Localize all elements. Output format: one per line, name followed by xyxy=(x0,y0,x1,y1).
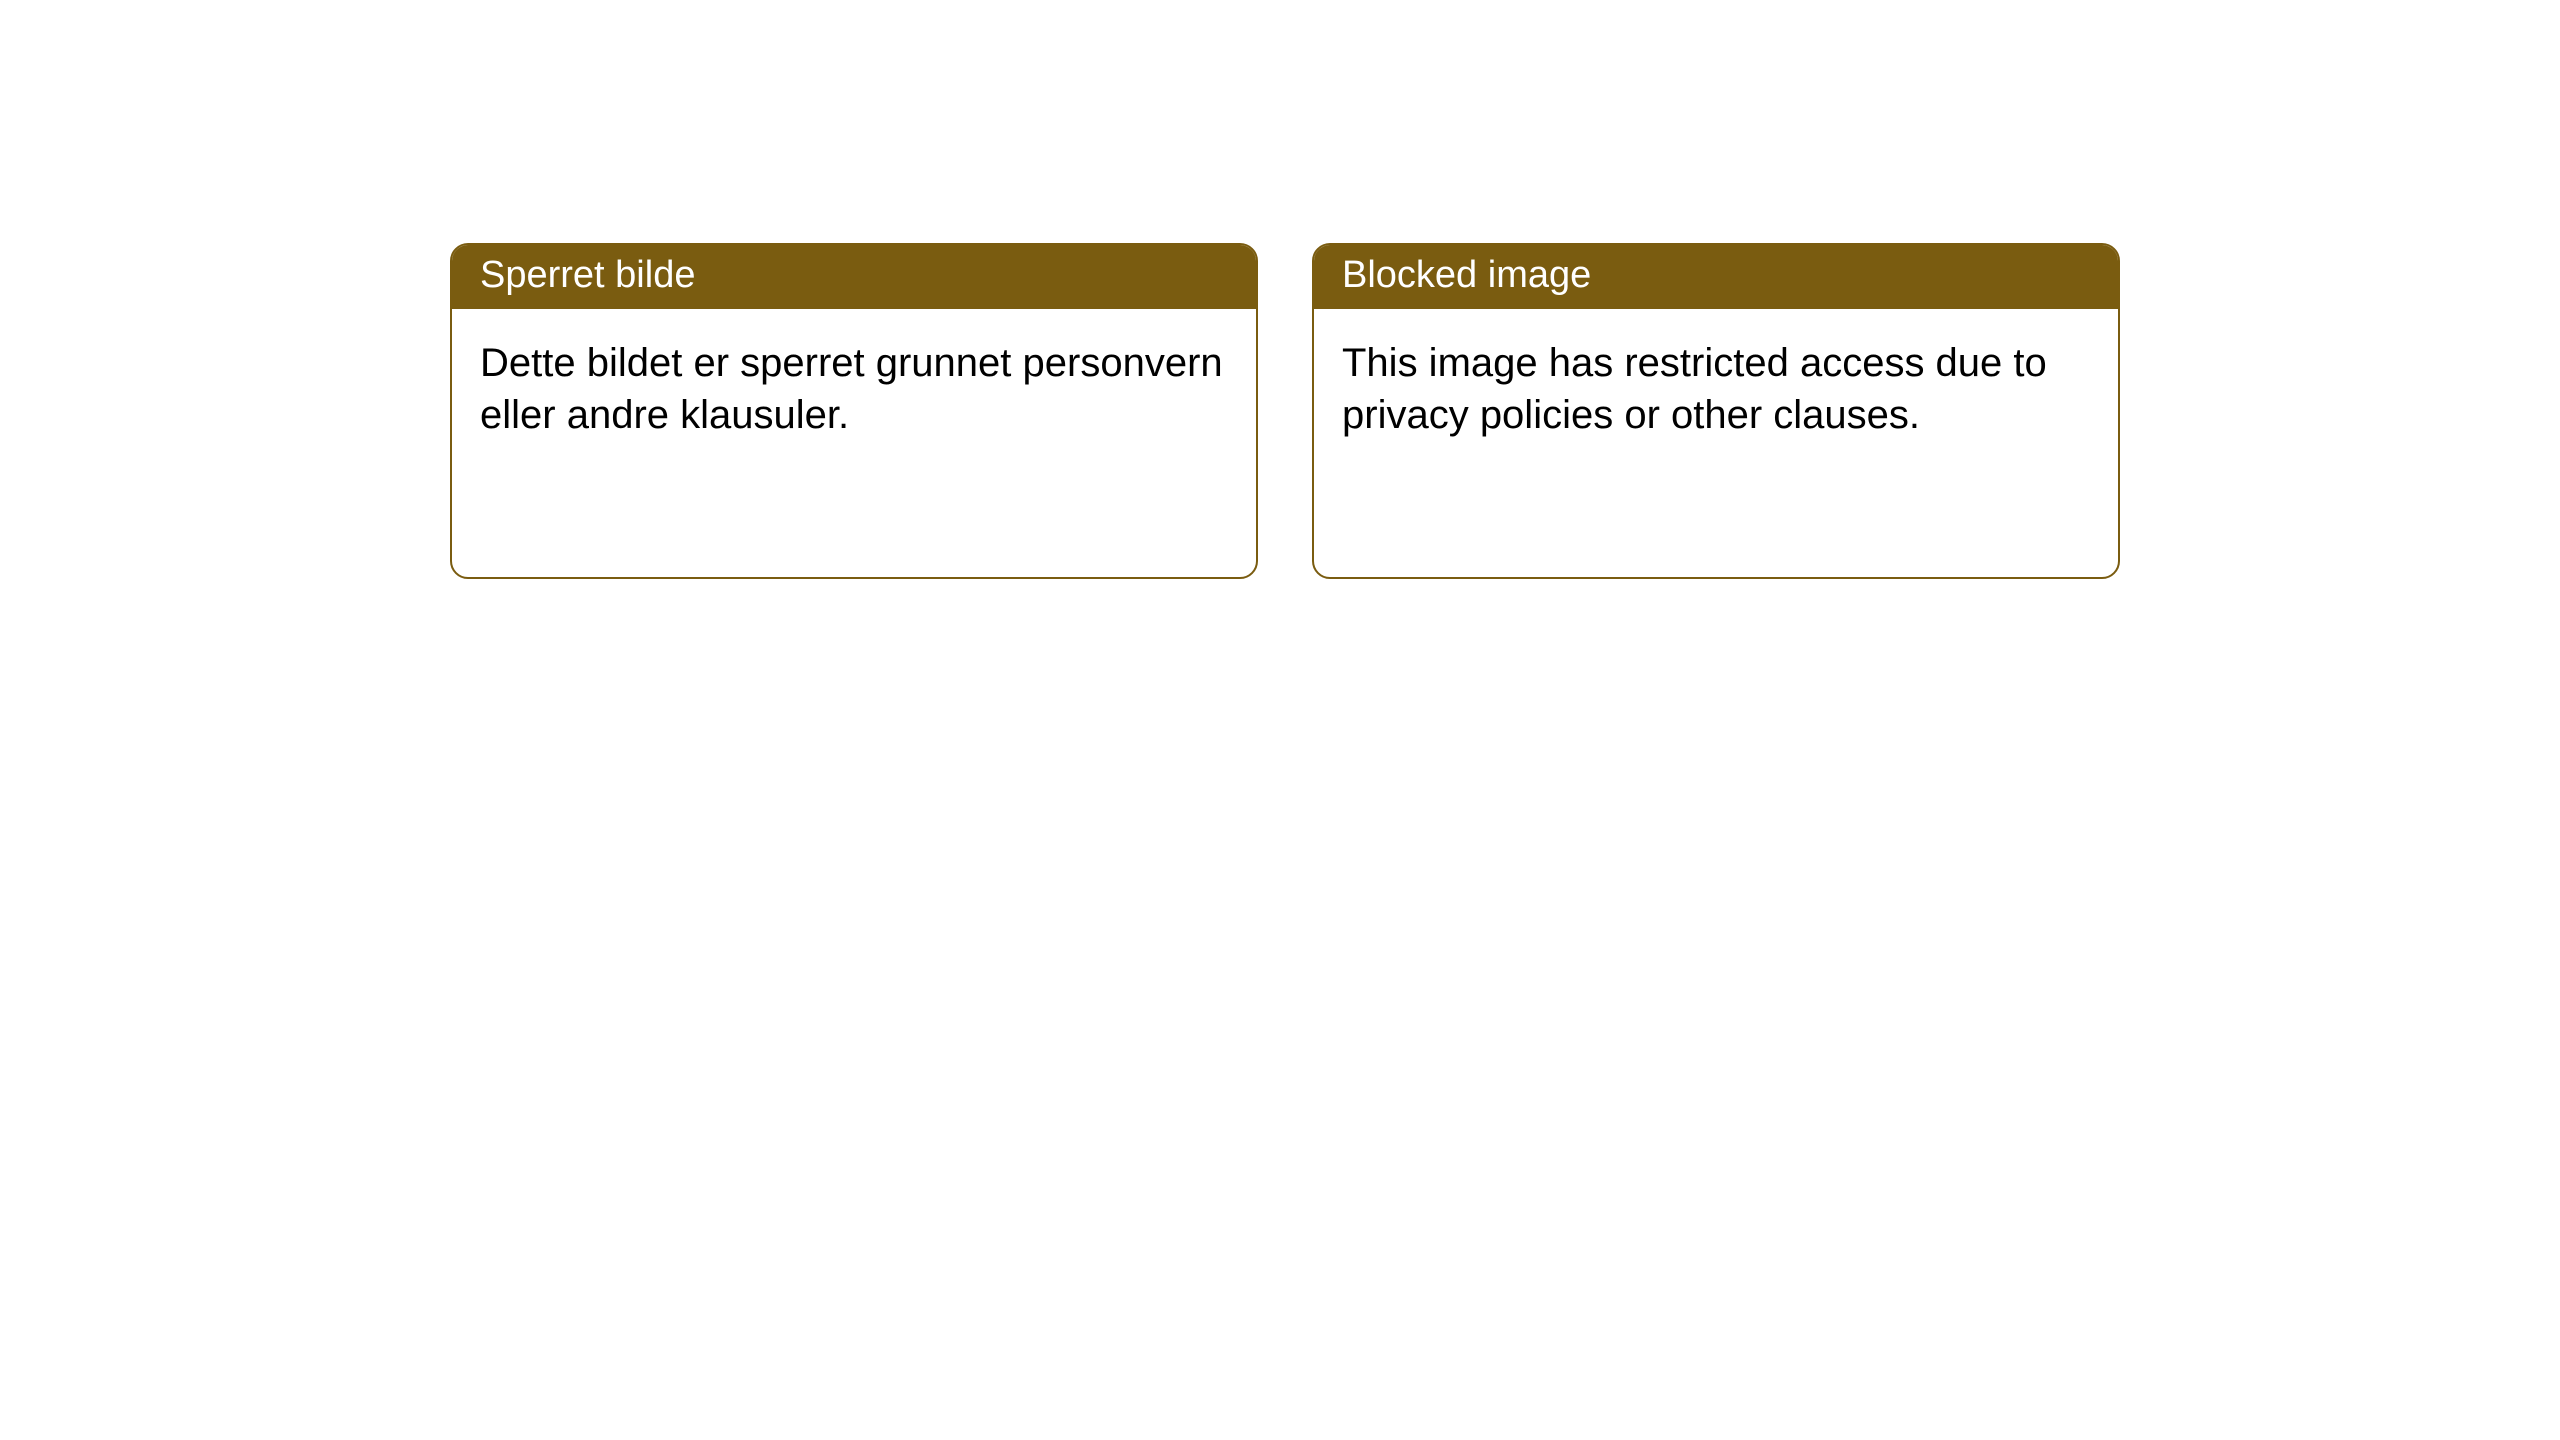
card-title: Sperret bilde xyxy=(480,254,695,296)
notice-card-norwegian: Sperret bilde Dette bildet er sperret gr… xyxy=(450,243,1258,579)
notice-container: Sperret bilde Dette bildet er sperret gr… xyxy=(0,0,2560,579)
card-body-text: This image has restricted access due to … xyxy=(1342,341,2047,437)
card-body: Dette bildet er sperret grunnet personve… xyxy=(452,309,1256,441)
card-body: This image has restricted access due to … xyxy=(1314,309,2118,441)
notice-card-english: Blocked image This image has restricted … xyxy=(1312,243,2120,579)
card-body-text: Dette bildet er sperret grunnet personve… xyxy=(480,341,1223,437)
card-header: Sperret bilde xyxy=(452,245,1256,309)
card-title: Blocked image xyxy=(1342,254,1591,296)
card-header: Blocked image xyxy=(1314,245,2118,309)
